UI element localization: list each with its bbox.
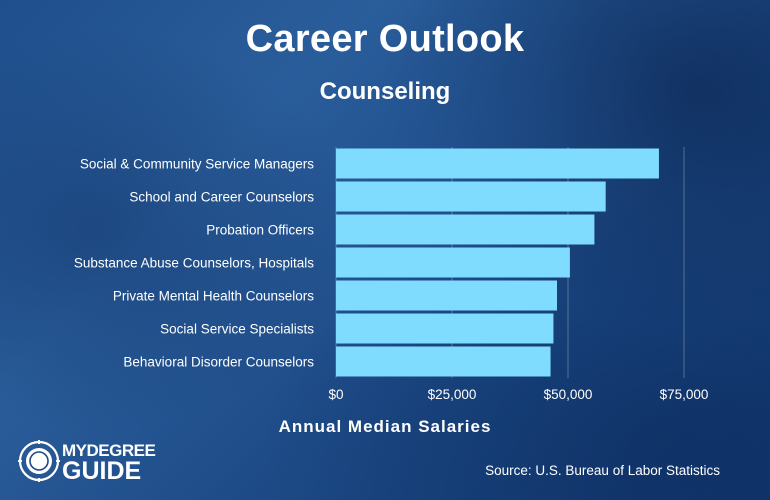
bar: [336, 214, 595, 245]
category-label: Probation Officers: [206, 223, 314, 238]
category-label: Social & Community Service Managers: [80, 157, 314, 172]
logo-text-bottom: GUIDE: [62, 457, 142, 485]
chart-title: Career Outlook: [245, 18, 525, 60]
bar: [336, 313, 554, 344]
mydegreeguide-logo[interactable]: MYDEGREE GUIDE: [18, 440, 168, 484]
bar: [336, 346, 551, 377]
chart-subtitle: Counseling: [319, 78, 451, 105]
category-label: Social Service Specialists: [160, 322, 314, 337]
bar-chart: $0 $25,000 $50,000 $75,000 Social & Communit…: [74, 148, 709, 402]
category-label: Substance Abuse Counselors, Hospitals: [74, 256, 314, 271]
source-note: Source: U.S. Bureau of Labor Statistics: [485, 463, 720, 478]
x-tick-label: $25,000: [428, 387, 477, 402]
bar: [336, 181, 606, 212]
bar: [336, 148, 659, 179]
bar: [336, 247, 570, 278]
x-tick-label: $0: [328, 387, 343, 402]
compass-badge-icon: [18, 440, 60, 482]
bar: [336, 280, 558, 311]
category-label: Behavioral Disorder Counselors: [123, 355, 314, 370]
logo-text-top: MYDEGREE: [62, 441, 156, 460]
x-tick-label: $50,000: [544, 387, 593, 402]
x-tick-label: $75,000: [660, 387, 709, 402]
category-label: Private Mental Health Counselors: [113, 289, 314, 304]
x-axis-label: Annual Median Salaries: [278, 417, 492, 436]
category-label: School and Career Counselors: [129, 190, 314, 205]
